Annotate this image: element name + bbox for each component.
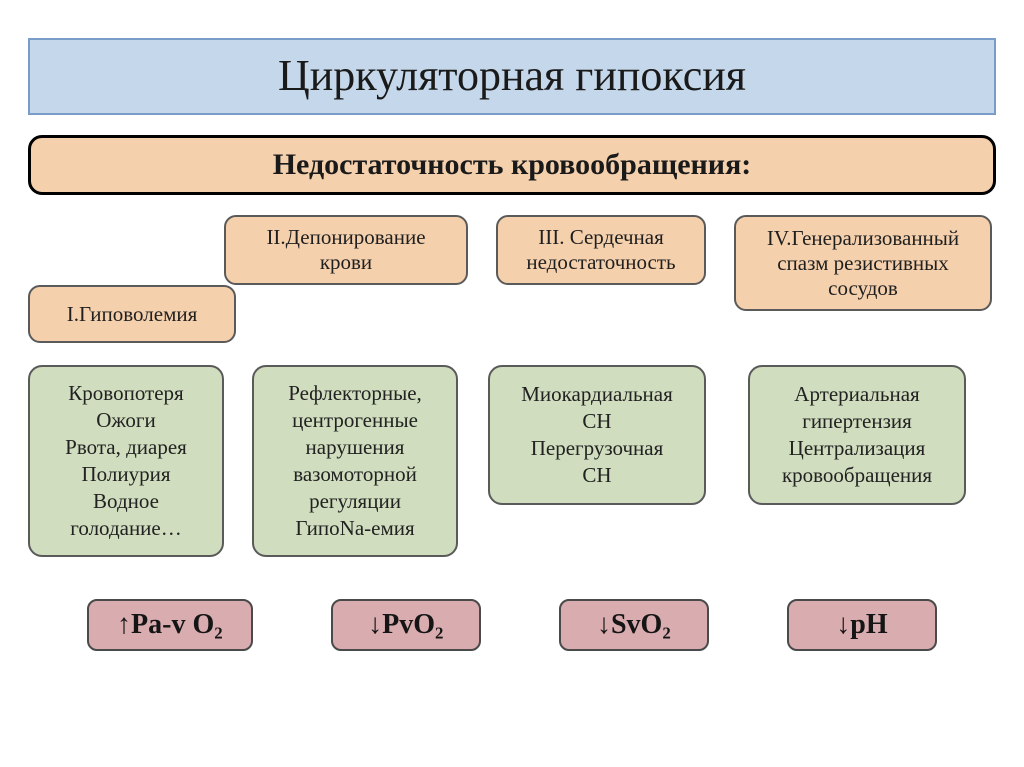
category-3: III. Сердечная недостаточность xyxy=(496,215,706,285)
result-2: ↓PvO₂ xyxy=(331,599,481,651)
category-4-line3: сосудов xyxy=(828,276,898,301)
detail-1-l3: Полиурия xyxy=(81,461,170,488)
detail-1-l5: голодание… xyxy=(70,515,182,542)
detail-1-l4: Водное xyxy=(93,488,159,515)
detail-1-l1: Ожоги xyxy=(96,407,156,434)
detail-3-l3: СН xyxy=(582,462,611,489)
category-3-line1: III. Сердечная xyxy=(538,225,664,250)
detail-4-l0: Артериальная xyxy=(794,381,919,408)
category-4-line2: спазм резистивных xyxy=(777,251,949,276)
category-4: IV.Генерализованный спазм резистивных со… xyxy=(734,215,992,311)
detail-4-l3: кровообращения xyxy=(782,462,932,489)
result-3: ↓SvO₂ xyxy=(559,599,709,651)
category-2: II.Депонирование крови xyxy=(224,215,468,285)
category-2-line1: II.Депонирование xyxy=(266,225,425,250)
detail-3-l2: Перегрузочная xyxy=(531,435,664,462)
category-2-line2: крови xyxy=(320,250,372,275)
result-1: ↑Pa-v O₂ xyxy=(87,599,253,651)
detail-4: Артериальная гипертензия Централизация к… xyxy=(748,365,966,505)
results-row: ↑Pa-v O₂ ↓PvO₂ ↓SvO₂ ↓pH xyxy=(28,590,996,660)
detail-3-l0: Миокардиальная xyxy=(521,381,673,408)
detail-4-l2: Централизация xyxy=(789,435,926,462)
categories-row: I.Гиповолемия II.Депонирование крови III… xyxy=(28,215,996,365)
category-1-label: I.Гиповолемия xyxy=(67,302,198,327)
detail-2-l0: Рефлекторные, xyxy=(288,380,422,407)
detail-2: Рефлекторные, центрогенные нарушения ваз… xyxy=(252,365,458,557)
detail-1-l2: Рвота, диарея xyxy=(65,434,187,461)
detail-2-l5: ГипоNa-емия xyxy=(295,515,414,542)
detail-2-l3: вазомоторной xyxy=(293,461,417,488)
category-3-line2: недостаточность xyxy=(526,250,675,275)
details-row: Кровопотеря Ожоги Рвота, диарея Полиурия… xyxy=(28,365,996,590)
detail-2-l4: регуляции xyxy=(309,488,401,515)
result-4: ↓pH xyxy=(787,599,937,651)
detail-1: Кровопотеря Ожоги Рвота, диарея Полиурия… xyxy=(28,365,224,557)
detail-3: Миокардиальная СН Перегрузочная СН xyxy=(488,365,706,505)
detail-3-l1: СН xyxy=(582,408,611,435)
detail-2-l2: нарушения xyxy=(306,434,405,461)
category-1: I.Гиповолемия xyxy=(28,285,236,343)
subtitle-box: Недостаточность кровообращения: xyxy=(28,135,996,195)
slide-title: Циркуляторная гипоксия xyxy=(28,38,996,115)
detail-2-l1: центрогенные xyxy=(292,407,418,434)
category-4-line1: IV.Генерализованный xyxy=(767,226,959,251)
detail-1-l0: Кровопотеря xyxy=(68,380,183,407)
detail-4-l1: гипертензия xyxy=(802,408,912,435)
